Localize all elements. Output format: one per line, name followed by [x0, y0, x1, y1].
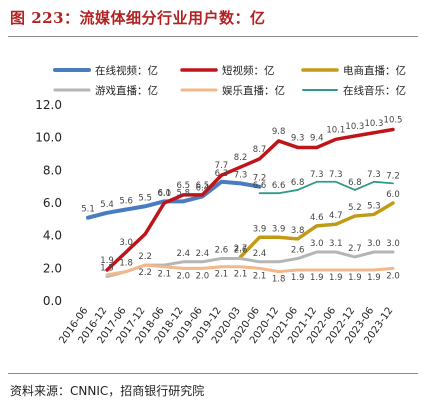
data-label: 5.8 [177, 188, 191, 198]
legend-label: 在线视频：亿 [95, 64, 158, 77]
data-label: 2.0 [177, 271, 191, 281]
legend-label: 在线音乐：亿 [343, 84, 406, 97]
data-label: 3.0 [119, 238, 133, 248]
data-label: 1.9 [367, 273, 381, 283]
data-label: 5.2 [348, 203, 362, 213]
data-label: 10.5 [384, 116, 403, 126]
data-label: 9.4 [310, 133, 324, 143]
source-note: 资料来源：CNNIC，招商银行研究院 [10, 384, 205, 398]
line-chart: 0.02.04.06.08.010.012.02016-062016-12201… [35, 64, 406, 346]
data-label: 5.5 [138, 193, 152, 203]
data-label: 3.0 [386, 239, 400, 249]
data-label: 3.0 [367, 239, 381, 249]
data-label: 7.2 [253, 174, 267, 184]
data-label: 2.7 [234, 244, 248, 254]
data-label: 6.6 [272, 181, 286, 191]
data-label: 3.0 [310, 239, 324, 249]
data-label: 6.6 [253, 181, 267, 191]
data-label: 6.4 [196, 183, 210, 193]
data-label: 5.3 [367, 201, 381, 211]
data-label: 7.3 [234, 170, 248, 180]
data-label: 8.7 [253, 145, 267, 155]
data-label: 2.7 [348, 244, 362, 254]
data-label: 5.1 [81, 205, 95, 215]
data-label: 2.1 [253, 271, 267, 281]
data-label: 10.1 [326, 125, 345, 135]
data-label: 3.8 [291, 226, 305, 236]
data-label: 2.4 [196, 249, 210, 259]
data-label: 3.1 [329, 239, 343, 249]
series-line [238, 201, 395, 259]
legend-label: 游戏直播：亿 [95, 84, 158, 97]
data-label: 2.1 [157, 270, 171, 280]
data-label: 1.9 [329, 273, 343, 283]
data-label: 2.0 [386, 271, 400, 281]
bottom-divider [8, 373, 418, 374]
legend-label: 电商直播：亿 [343, 64, 406, 77]
data-label: 2.2 [138, 252, 152, 262]
data-label: 2.2 [138, 268, 152, 278]
data-label: 7.3 [310, 170, 324, 180]
data-label: 1.9 [310, 273, 324, 283]
data-label: 2.1 [215, 270, 229, 280]
y-tick-label: 10.0 [35, 131, 62, 145]
data-label: 3.9 [253, 224, 267, 234]
data-label: 7.2 [386, 171, 400, 181]
data-label: 5.4 [100, 200, 114, 210]
data-label: 7.3 [367, 170, 381, 180]
data-label: 10.3 [364, 119, 383, 129]
data-label: 2.4 [177, 249, 191, 259]
data-label: 6.8 [291, 178, 305, 188]
data-label: 6.0 [157, 189, 171, 199]
data-label: 1.9 [100, 256, 114, 266]
series-line [86, 179, 262, 220]
data-label: 1.8 [119, 259, 133, 269]
data-label: 2.1 [234, 270, 248, 280]
data-label: 2.0 [196, 271, 210, 281]
data-label: 8.2 [234, 153, 248, 163]
data-label: 1.9 [348, 273, 362, 283]
data-label: 9.8 [272, 127, 286, 137]
data-label: 6.5 [177, 181, 191, 191]
data-label: 2.6 [234, 246, 248, 256]
chart-title: 图 223：流媒体细分行业用户数：亿 [10, 9, 266, 27]
data-label: 1.5 [100, 264, 114, 274]
legend-label: 娱乐直播：亿 [222, 84, 285, 97]
top-divider [8, 36, 418, 37]
data-label: 1.9 [291, 273, 305, 283]
data-label: 6.0 [386, 190, 400, 200]
y-tick-label: 8.0 [43, 163, 62, 177]
data-label: 5.6 [119, 197, 133, 207]
data-label: 2.6 [215, 246, 229, 256]
data-label: 9.3 [291, 133, 305, 143]
data-label: 4.6 [310, 213, 324, 223]
data-label: 2.6 [291, 246, 305, 256]
y-tick-label: 12.0 [35, 98, 62, 112]
series-line [105, 127, 395, 272]
y-tick-label: 6.0 [43, 196, 62, 210]
data-label: 6.3 [215, 169, 229, 179]
data-label: 7.3 [329, 170, 343, 180]
data-label: 2.4 [253, 249, 267, 259]
y-tick-label: 2.0 [43, 261, 62, 275]
series-line [105, 263, 395, 277]
data-label: 10.3 [345, 122, 364, 132]
data-label: 4.7 [329, 211, 343, 221]
y-tick-label: 0.0 [43, 294, 62, 308]
data-label: 6.5 [196, 181, 210, 191]
y-tick-label: 4.0 [43, 229, 62, 243]
data-label: 6.8 [348, 178, 362, 188]
series-line [258, 180, 394, 195]
data-label: 1.8 [272, 275, 286, 285]
data-label: 3.9 [272, 224, 286, 234]
legend-label: 短视频：亿 [222, 64, 275, 77]
data-label: 7.7 [215, 161, 229, 171]
data-label: 6.1 [157, 188, 171, 198]
